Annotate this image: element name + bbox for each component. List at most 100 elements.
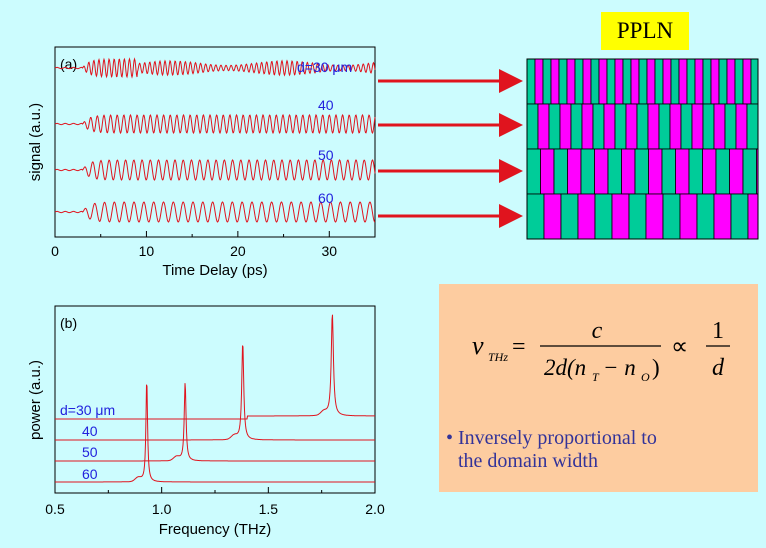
panel-b-trace-d30: [55, 314, 375, 420]
ppln-frame: [526, 58, 759, 240]
ppln-domain: [726, 58, 736, 105]
bullet-line-2: the domain width: [458, 450, 598, 472]
ppln-domain: [729, 148, 744, 195]
formula-close: ): [652, 355, 660, 380]
panel-b-ylabel: power (a.u.): [27, 360, 44, 440]
formula-numerator: c: [592, 318, 603, 344]
ppln-domain: [679, 193, 698, 240]
ppln-domain: [713, 193, 732, 240]
ppln-domain: [702, 103, 715, 150]
ppln-domain: [625, 103, 638, 150]
ppln-domain: [606, 58, 616, 105]
panel-a-xtick-label: 0: [51, 243, 59, 259]
ppln-domain: [686, 58, 696, 105]
ppln-domain: [730, 193, 749, 240]
ppln-domain: [675, 148, 690, 195]
panel-a-ylabel: signal (a.u.): [27, 103, 44, 181]
ppln-domain: [526, 193, 545, 240]
bullet-text: • Inversely proportional to the domain w…: [446, 427, 746, 473]
panel-a-trace-label-60: 60: [318, 190, 334, 206]
ppln-domain: [603, 103, 616, 150]
ppln-domain: [598, 58, 608, 105]
panel-b-frame: [54, 305, 376, 494]
ppln-domain: [621, 148, 636, 195]
ppln-domain: [718, 58, 728, 105]
ppln-domain: [734, 58, 744, 105]
ppln-domain: [661, 148, 676, 195]
ppln-domain: [567, 148, 582, 195]
panel-b-trace-label-40: 40: [82, 423, 98, 439]
ppln-domain: [645, 193, 664, 240]
ppln-domain: [611, 193, 630, 240]
panel-a-traces: [54, 57, 376, 223]
ppln-domain: [670, 58, 680, 105]
ppln-domain: [592, 103, 605, 150]
panel-a-trace-60: [54, 201, 376, 223]
formula: ν THz = c 2d(n T − n O ) ∝ 1 d: [439, 284, 758, 492]
panel-a-trace-40: [54, 113, 376, 135]
panel-a-trace-50: [54, 159, 376, 181]
ppln-domain: [582, 58, 592, 105]
ppln-domain: [634, 148, 649, 195]
ppln-domain: [614, 103, 627, 150]
ppln-domain: [662, 193, 681, 240]
panel-b-trace-label-50: 50: [82, 444, 98, 460]
formula-d: d: [712, 355, 725, 381]
ppln-domain: [560, 193, 579, 240]
ppln-domain: [688, 148, 703, 195]
ppln-domain: [742, 148, 757, 195]
ppln-domain: [750, 58, 759, 105]
panel-a: (a) 0 10 20 30 d=30 μm 40 50 60 Time Delay …: [27, 46, 376, 279]
panel-a-trace-d30: [54, 57, 376, 79]
ppln-domain: [614, 58, 624, 105]
formula-equals: =: [512, 334, 526, 360]
ppln-domain: [662, 58, 672, 105]
ppln-domain: [526, 58, 536, 105]
ppln-domain: [543, 193, 562, 240]
ppln-domain: [658, 103, 671, 150]
formula-one: 1: [712, 318, 724, 344]
panel-a-frame: [54, 46, 376, 238]
panel-a-xlabel: Time Delay (ps): [162, 262, 267, 279]
ppln-domain: [580, 148, 595, 195]
ppln-domain: [678, 58, 688, 105]
panel-b-trace-label-60: 60: [82, 466, 98, 482]
bullet-marker: •: [446, 427, 454, 449]
panel-b-trace-50: [55, 383, 375, 462]
arrows: [378, 69, 523, 228]
panel-a-trace-label-50: 50: [318, 147, 334, 163]
ppln-domain: [636, 103, 649, 150]
ppln-domain: [577, 193, 596, 240]
ppln-domain: [646, 58, 656, 105]
ppln-domain: [694, 58, 704, 105]
ppln-domain: [622, 58, 632, 105]
ppln-domain: [648, 148, 663, 195]
ppln-domain: [594, 148, 609, 195]
ppln-domain: [647, 103, 660, 150]
panel-b-xlabel: Frequency (THz): [159, 521, 272, 538]
panel-a-label: (a): [60, 56, 77, 72]
ppln-domain: [702, 148, 717, 195]
ppln-domain: [607, 148, 622, 195]
ppln-domain: [542, 58, 552, 105]
formula-nu: ν: [472, 331, 484, 360]
ppln-domain: [691, 103, 704, 150]
ppln-domain: [570, 103, 583, 150]
ppln-domain: [747, 193, 759, 240]
ppln-domain: [548, 103, 561, 150]
ppln-domain: [558, 58, 568, 105]
ppln-domain: [628, 193, 647, 240]
panel-b-trace-40: [55, 345, 375, 441]
ppln-domain: [550, 58, 560, 105]
ppln-domain: [526, 148, 541, 195]
formula-sub-o: O: [641, 370, 650, 384]
ppln-domain: [680, 103, 693, 150]
ppln-title-box: PPLN: [601, 12, 689, 50]
panel-a-xtick-label: 30: [321, 243, 337, 259]
ppln-domain: [669, 103, 682, 150]
panel-a-xtick-label: 10: [139, 243, 155, 259]
panel-a-trace-label-40: 40: [318, 97, 334, 113]
ppln-domain: [746, 103, 759, 150]
panel-b-xtick-label: 0.5: [45, 501, 65, 517]
